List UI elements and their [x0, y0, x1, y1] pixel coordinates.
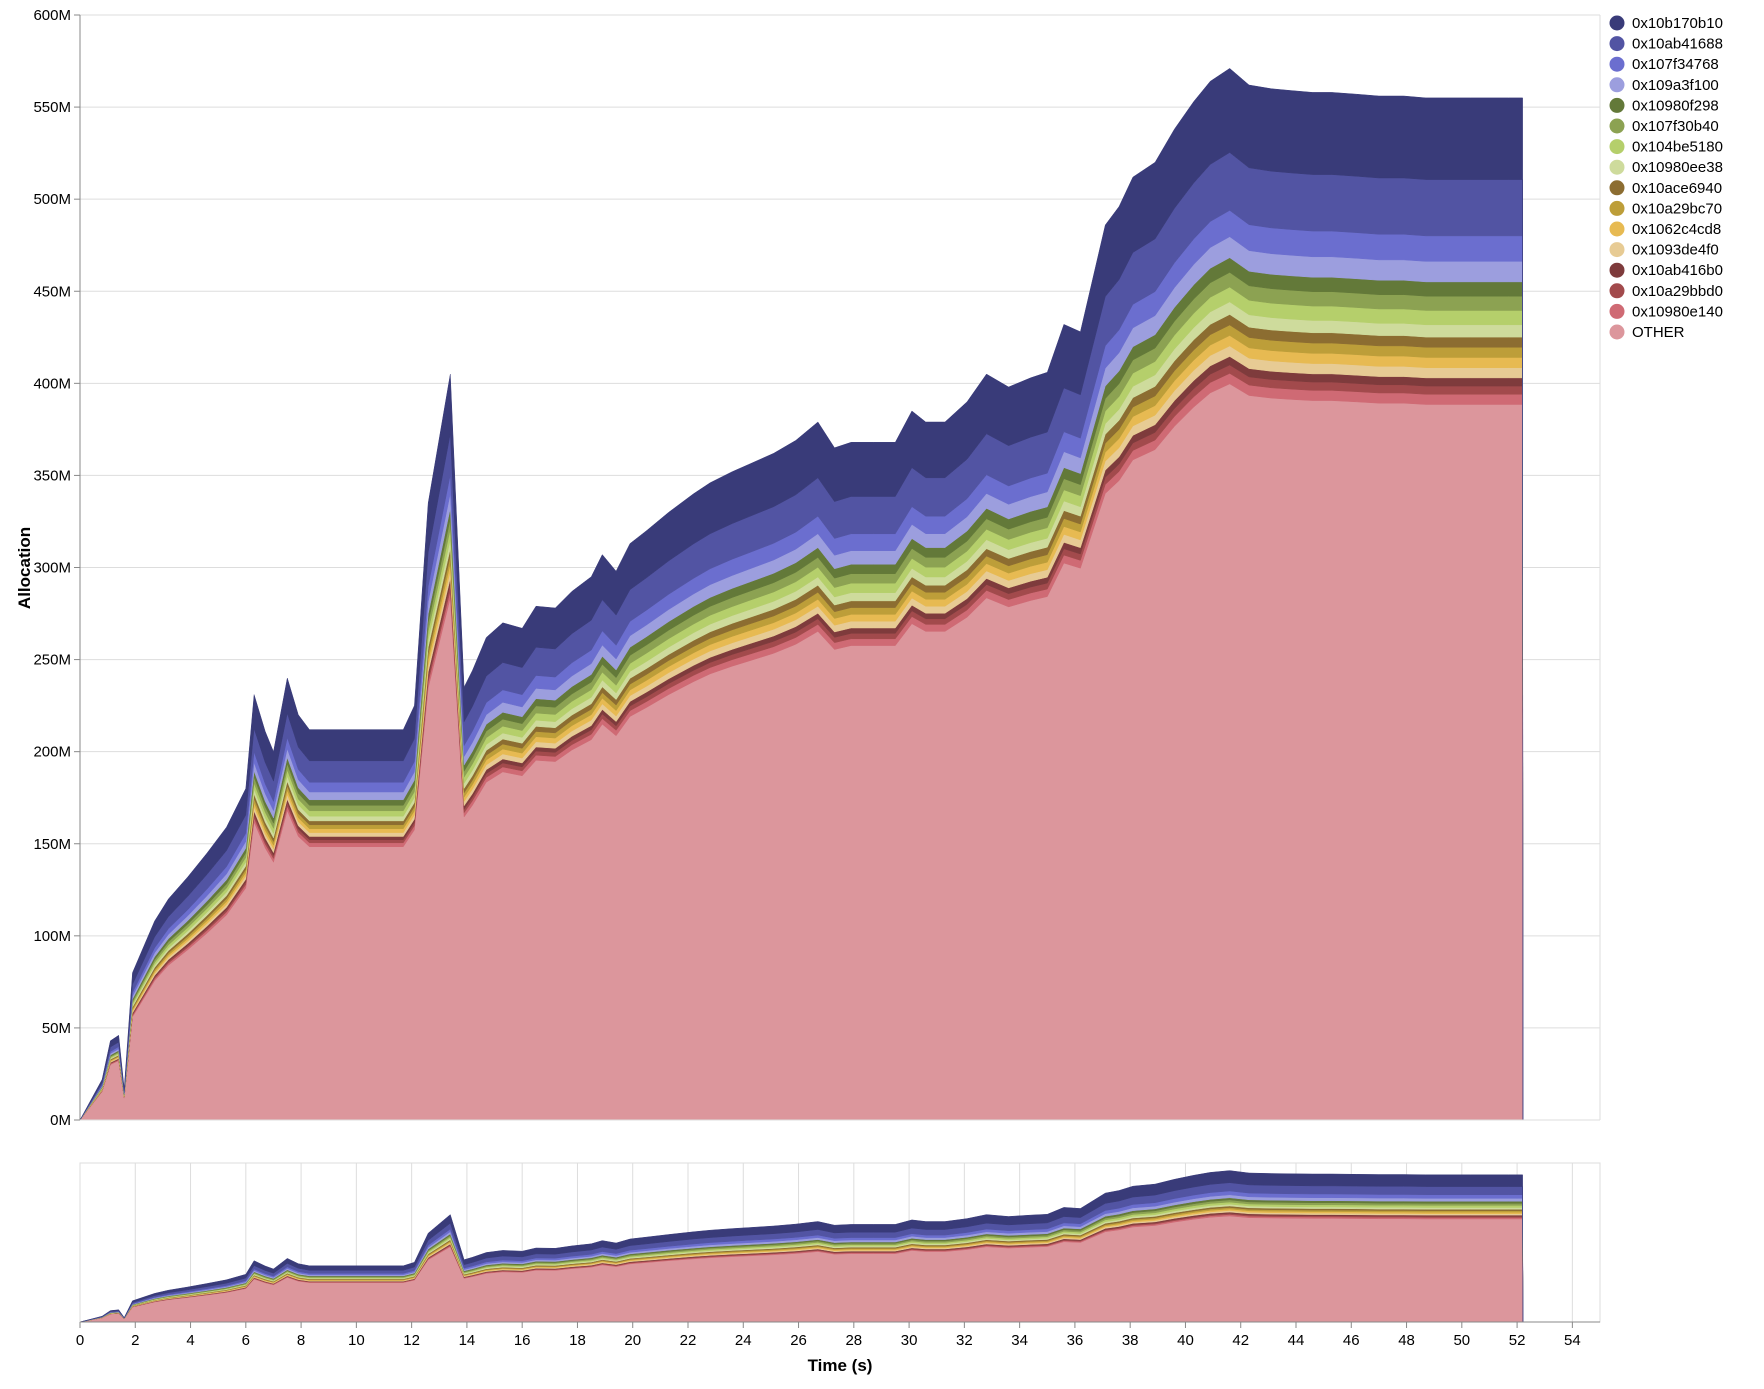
- x-tick-label: 50: [1453, 1332, 1470, 1349]
- legend-swatch: [1609, 200, 1625, 216]
- x-tick-label: 12: [403, 1332, 420, 1349]
- y-tick-label: 400M: [33, 375, 71, 392]
- x-tick-label: 18: [569, 1332, 586, 1349]
- x-axis-title: Time (s): [808, 1356, 873, 1375]
- x-tick-label: 16: [514, 1332, 531, 1349]
- y-tick-label: 150M: [33, 836, 71, 853]
- legend-swatch: [1609, 159, 1625, 175]
- legend-label: 0x10a29bbd0: [1632, 283, 1723, 300]
- y-tick-label: 0M: [50, 1112, 71, 1129]
- legend-swatch: [1609, 77, 1625, 93]
- overview-stacked-areas: [79, 1170, 1524, 1323]
- y-tick-label: 200M: [33, 744, 71, 761]
- legend-label: 0x1062c4cd8: [1632, 221, 1721, 238]
- legend-label: 0x10a29bc70: [1632, 200, 1722, 217]
- y-tick-label: 100M: [33, 928, 71, 945]
- x-tick-label: 36: [1067, 1332, 1084, 1349]
- legend-label: 0x10980f298: [1632, 97, 1719, 114]
- legend-label: OTHER: [1632, 324, 1685, 341]
- x-tick-label: 0: [76, 1332, 84, 1349]
- y-tick-label: 50M: [42, 1020, 71, 1037]
- legend-swatch: [1609, 97, 1625, 113]
- legend-swatch: [1609, 324, 1625, 340]
- x-axis-ticks: 0 2 4 6 8 10 12 14 16 18 20 22 24 26 28 30 32 34 36 38 40 42 4…: [76, 1322, 1581, 1349]
- x-tick-label: 24: [735, 1332, 752, 1349]
- x-tick-label: 42: [1232, 1332, 1249, 1349]
- legend-label: 0x104be5180: [1632, 139, 1723, 156]
- overview-frame: [79, 1162, 1601, 1323]
- x-tick-label: 26: [790, 1332, 807, 1349]
- legend-swatch: [1609, 15, 1625, 31]
- x-tick-label: 54: [1564, 1332, 1581, 1349]
- y-axis-title: Allocation: [15, 527, 34, 609]
- legend-label: 0x10ace6940: [1632, 180, 1722, 197]
- x-tick-label: 40: [1177, 1332, 1194, 1349]
- x-tick-label: 44: [1288, 1332, 1305, 1349]
- y-tick-label: 450M: [33, 283, 71, 300]
- x-tick-label: 10: [348, 1332, 365, 1349]
- x-tick-label: 32: [956, 1332, 973, 1349]
- legend-swatch: [1609, 118, 1625, 134]
- x-tick-label: 38: [1122, 1332, 1139, 1349]
- x-tick-label: 8: [297, 1332, 305, 1349]
- y-tick-label: 300M: [33, 560, 71, 577]
- x-tick-label: 14: [459, 1332, 476, 1349]
- y-tick-label: 500M: [33, 191, 71, 208]
- x-tick-label: 4: [186, 1332, 194, 1349]
- legend-label: 0x10980ee38: [1632, 159, 1723, 176]
- x-tick-label: 52: [1509, 1332, 1526, 1349]
- legend-label: 0x109a3f100: [1632, 77, 1719, 94]
- legend-swatch: [1609, 221, 1625, 237]
- x-tick-label: 28: [845, 1332, 862, 1349]
- legend-label: 0x10980e140: [1632, 303, 1723, 320]
- legend-swatch: [1609, 56, 1625, 72]
- main-chart-stacked-areas: [79, 68, 1524, 1121]
- legend-swatch: [1609, 139, 1625, 155]
- x-tick-label: 20: [624, 1332, 641, 1349]
- x-tick-label: 34: [1011, 1332, 1028, 1349]
- legend-label: 0x107f34768: [1632, 56, 1719, 73]
- x-tick-label: 30: [901, 1332, 918, 1349]
- legend: 0x10b170b10 0x10ab41688 0x107f34768 0x109a3…: [1609, 15, 1723, 341]
- y-tick-label: 550M: [33, 99, 71, 116]
- legend-swatch: [1609, 283, 1625, 299]
- y-tick-label: 600M: [33, 7, 71, 24]
- x-tick-label: 48: [1398, 1332, 1415, 1349]
- legend-swatch: [1609, 303, 1625, 319]
- y-tick-label: 350M: [33, 467, 71, 484]
- legend-swatch: [1609, 242, 1625, 258]
- legend-label: 0x107f30b40: [1632, 118, 1719, 135]
- legend-swatch: [1609, 36, 1625, 52]
- legend-label: 0x10b170b10: [1632, 15, 1723, 32]
- x-tick-label: 2: [131, 1332, 139, 1349]
- legend-label: 0x1093de4f0: [1632, 242, 1719, 259]
- y-axis-ticks: 0M 50M 100M 150M 200M 250M 300M 350M 400M 450M 500…: [33, 7, 80, 1129]
- x-tick-label: 22: [680, 1332, 697, 1349]
- x-tick-label: 46: [1343, 1332, 1360, 1349]
- x-tick-label: 6: [242, 1332, 250, 1349]
- legend-swatch: [1609, 262, 1625, 278]
- legend-label: 0x10ab416b0: [1632, 262, 1723, 279]
- legend-swatch: [1609, 180, 1625, 196]
- y-tick-label: 250M: [33, 652, 71, 669]
- legend-label: 0x10ab41688: [1632, 36, 1723, 53]
